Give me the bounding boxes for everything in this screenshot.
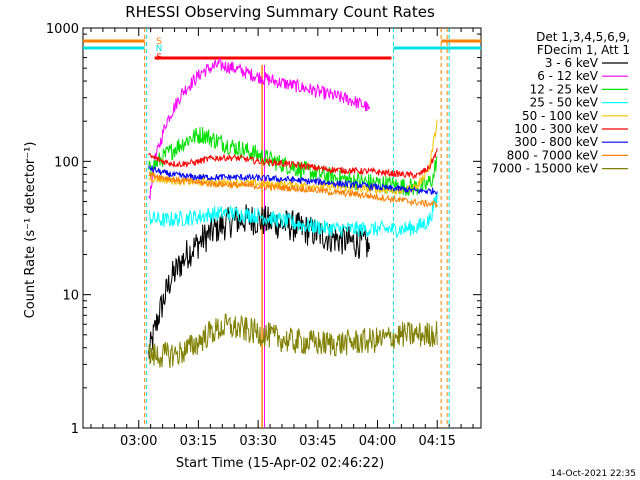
x-axis: 03:00 03:15 03:30 03:45 04:00 04:15: [90, 28, 474, 449]
legend-title-line-2: FDecim 1, Att 1: [537, 43, 630, 57]
chart-title: RHESSI Observing Summary Count Rates: [125, 3, 435, 21]
series-line-6: [148, 165, 438, 196]
x-tick-label: 04:00: [359, 434, 396, 449]
legend-label: 300 - 800 keV: [514, 135, 598, 149]
legend-label: 100 - 300 keV: [514, 122, 598, 136]
series-group: [148, 58, 438, 369]
flag-label-n: N: [156, 44, 163, 54]
x-tick-label: 03:15: [180, 434, 217, 449]
series-line-2: [148, 127, 438, 197]
footer-timestamp: 14-Oct-2021 22:35: [551, 469, 636, 479]
legend-title-line-1: Det 1,3,4,5,6,9,: [536, 30, 630, 44]
x-tick-label: 04:15: [418, 434, 455, 449]
series-line-5: [148, 148, 438, 180]
x-tick-label: 03:30: [239, 434, 276, 449]
y-axis: 1 10 100 1000: [46, 22, 481, 437]
x-tick-label: 03:45: [299, 434, 336, 449]
y-tick-label: 10: [62, 289, 79, 304]
flag-labels: S N F: [156, 37, 163, 63]
y-axis-label: Count Rate (s⁻¹ detector⁻¹): [23, 142, 38, 319]
legend-label: 25 - 50 keV: [530, 96, 599, 110]
legend: Det 1,3,4,5,6,9, FDecim 1, Att 1 3 - 6 k…: [491, 30, 630, 176]
legend-label: 800 - 7000 keV: [507, 148, 599, 162]
y-tick-label: 100: [54, 155, 79, 170]
series-line-3: [148, 192, 438, 238]
series-line-7: [148, 171, 438, 209]
flag-label-f: F: [156, 53, 161, 63]
flag-label-s: S: [156, 37, 162, 47]
legend-label: 7000 - 15000 keV: [491, 162, 598, 176]
legend-label: 3 - 6 keV: [545, 56, 599, 70]
series-line-1: [148, 58, 371, 201]
y-tick-label: 1000: [46, 22, 79, 37]
series-line-8: [148, 313, 438, 369]
legend-label: 12 - 25 keV: [530, 82, 599, 96]
plot-area: 1 10 100 1000 03:00 03:15 03:30 03:45 04:00 04:1…: [46, 22, 482, 449]
flag-lines: [83, 28, 481, 428]
legend-label: 50 - 100 keV: [522, 109, 599, 123]
y-tick-label: 1: [71, 422, 79, 437]
legend-label: 6 - 12 keV: [537, 69, 599, 83]
x-tick-label: 03:00: [120, 434, 157, 449]
x-axis-label: Start Time (15-Apr-02 02:46:22): [176, 456, 384, 471]
